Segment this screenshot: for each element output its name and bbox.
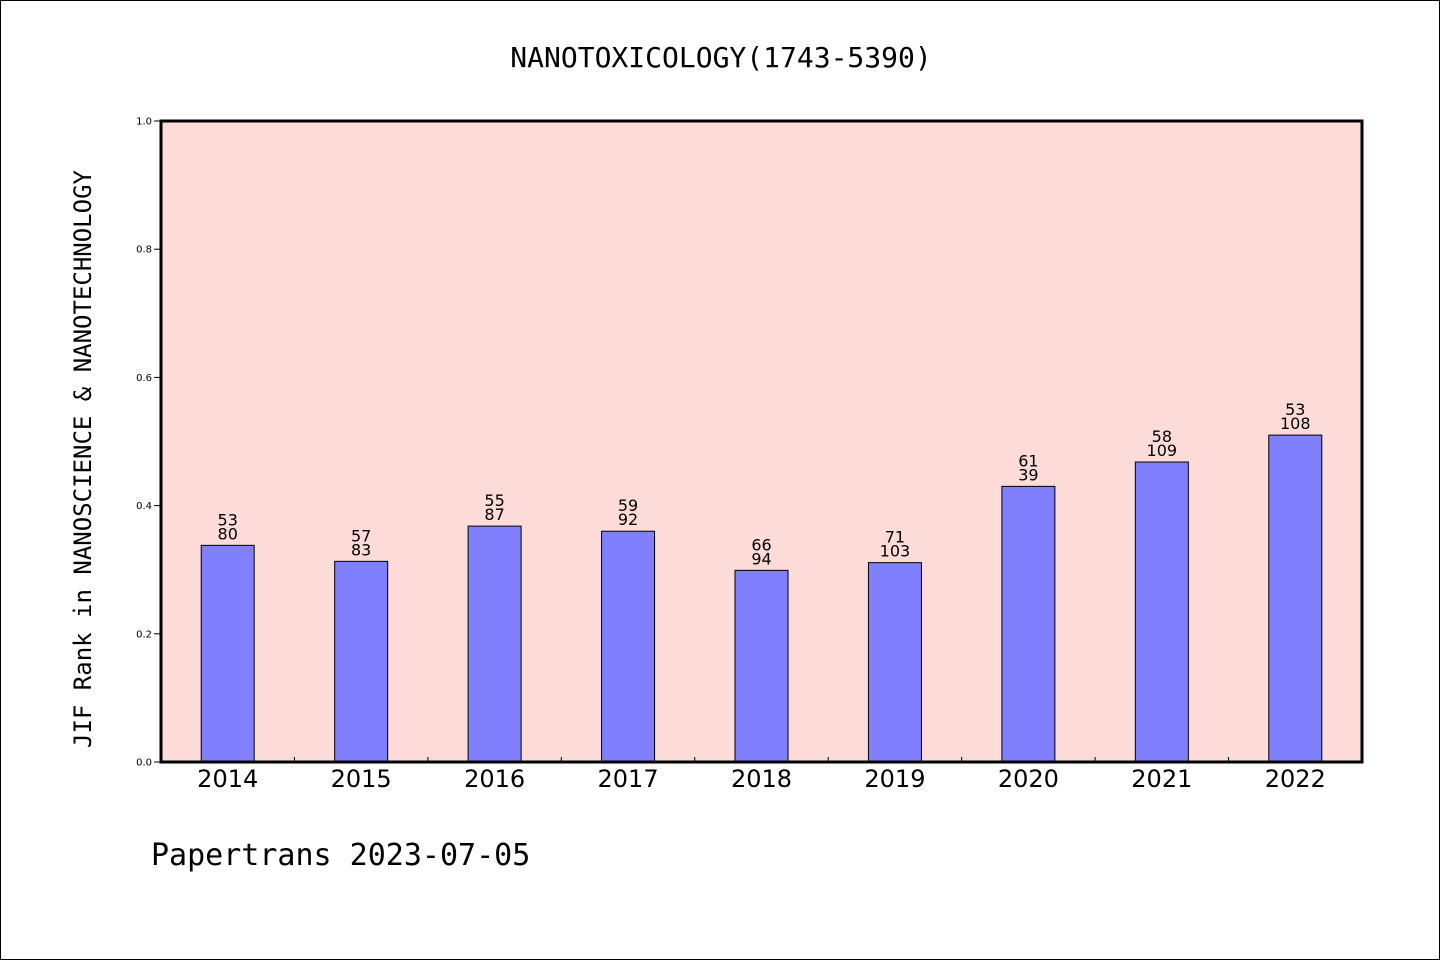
bar-2019 <box>867 562 922 763</box>
bar-2021 <box>1134 461 1189 763</box>
bar-label-top: 53 <box>1285 400 1305 419</box>
y-tick-label: 0.0 <box>136 758 152 769</box>
bar-label-top: 71 <box>885 528 905 547</box>
x-tick-label: 2018 <box>731 765 792 793</box>
bar-2014 <box>200 544 255 763</box>
x-tick-label: 2019 <box>864 765 925 793</box>
bar-2017 <box>601 530 656 763</box>
x-tick-label: 2014 <box>197 765 258 793</box>
bar-label-top: 53 <box>218 510 238 529</box>
footer-credit: Papertrans 2023-07-05 <box>151 838 530 873</box>
y-tick-label: 0.4 <box>136 501 152 512</box>
bar-label-bottom: 80 <box>218 524 238 543</box>
y-tick-label: 0.2 <box>136 629 152 640</box>
x-tick-label: 2022 <box>1265 765 1326 793</box>
bar-label-bottom: 39 <box>1018 465 1038 484</box>
x-tick-label: 2016 <box>464 765 525 793</box>
bar-label-top: 61 <box>1018 451 1038 470</box>
x-tick-label: 2015 <box>331 765 392 793</box>
x-tick-label: 2017 <box>598 765 659 793</box>
chart-title: NANOTOXICOLOGY(1743-5390) <box>510 41 931 74</box>
y-tick-label: 1.0 <box>136 117 152 128</box>
bar-label-bottom: 94 <box>751 549 771 568</box>
bar-label-bottom: 108 <box>1280 414 1311 433</box>
bar-2016 <box>467 525 522 763</box>
bar-2020 <box>1001 485 1056 763</box>
bar-label-bottom: 109 <box>1147 441 1178 460</box>
bar-label-bottom: 103 <box>880 542 911 561</box>
x-tick-label: 2021 <box>1131 765 1192 793</box>
y-axis-label: JIF Rank in NANOSCIENCE & NANOTECHNOLOGY <box>69 169 97 748</box>
bar-label-top: 55 <box>484 491 504 510</box>
bar-label-bottom: 83 <box>351 540 371 559</box>
bar-label-bottom: 92 <box>618 510 638 529</box>
plot-frame <box>159 119 1364 764</box>
y-tick-label: 0.6 <box>136 373 152 384</box>
bar-2022 <box>1268 434 1323 763</box>
bar-2018 <box>734 569 789 763</box>
y-tick-label: 0.8 <box>136 245 152 256</box>
bar-label-top: 58 <box>1152 427 1172 446</box>
bar-2015 <box>334 560 389 763</box>
x-axis-ticks: 2014 2015 2016 2017 2018 2019 2020 2021 2022 <box>197 757 1326 793</box>
bar-label-bottom: 87 <box>484 505 504 524</box>
y-axis-ticks: 0.0 0.2 0.4 0.6 0.8 1.0 <box>136 117 161 769</box>
bar-label-top: 59 <box>618 496 638 515</box>
x-tick-label: 2020 <box>998 765 1059 793</box>
bar-label-top: 57 <box>351 526 371 545</box>
bar-label-top: 66 <box>751 535 771 554</box>
